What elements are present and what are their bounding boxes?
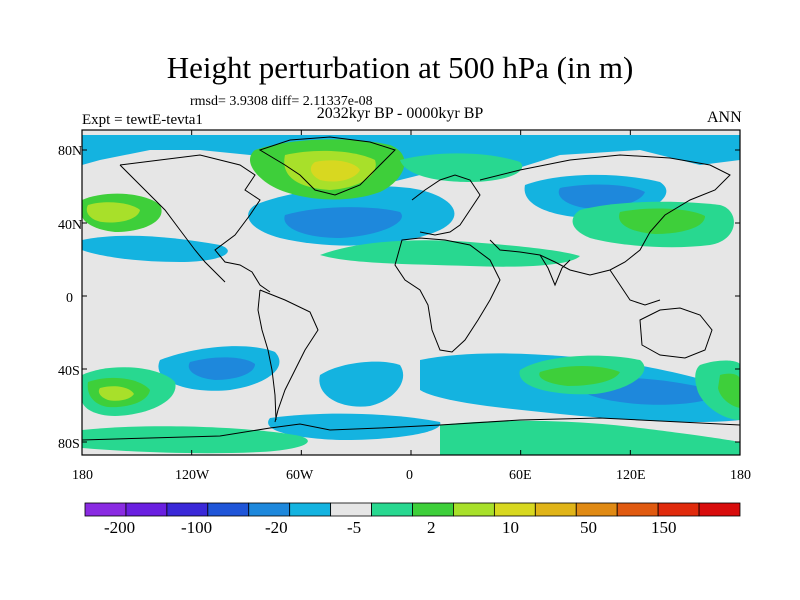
lon-label-180e: 180: [730, 468, 751, 483]
colorbar-label-m5: -5: [347, 518, 361, 537]
neg-region-south-pacific-core: [188, 357, 255, 380]
pos-region-antarctic-band: [82, 426, 308, 454]
coast-south-america: [259, 289, 319, 423]
colorbar-swatch: [371, 502, 413, 517]
colorbar-label-m200: -200: [104, 518, 135, 537]
lat-label-80s: 80S: [58, 437, 80, 452]
colorbar-swatch: [125, 502, 168, 517]
pos-region-northpac-west-core: [86, 202, 140, 223]
coast-india: [539, 254, 571, 287]
colorbar-swatch: [453, 502, 495, 517]
lon-label-120e: 120E: [616, 468, 646, 483]
experiment-text: Expt = tewtE-tevta1: [82, 112, 203, 128]
coast-africa: [394, 237, 501, 353]
coast-antarctica: [82, 417, 740, 441]
stats-text: rmsd= 3.9308 diff= 2.11337e-08: [190, 94, 373, 109]
coast-australia: [639, 307, 713, 359]
pos-region-south-east-pacific-core: [718, 373, 740, 408]
pos-region-greenland-core: [310, 160, 360, 182]
colorbar-swatch: [248, 502, 291, 517]
neg-region-siberia-core: [558, 184, 645, 209]
pos-region-tropics-mid: [320, 240, 580, 267]
coastlines: [82, 136, 740, 441]
lon-label-0: 0: [406, 468, 413, 483]
lat-label-40n: 40N: [58, 218, 82, 233]
lon-label-60e: 60E: [509, 468, 532, 483]
lon-label-60w: 60W: [286, 468, 314, 483]
colorbar-swatch: [207, 502, 250, 517]
coast-asia: [479, 154, 731, 276]
figure-title: Height perturbation at 500 hPa (in m): [166, 50, 634, 85]
colorbar-label-10: 10: [502, 518, 519, 537]
colorbar-swatch: [289, 502, 332, 517]
coast-south-america-west: [257, 289, 277, 421]
colorbar-swatch: [534, 502, 577, 517]
coast-europe: [411, 174, 481, 236]
colorbar-label-2: 2: [427, 518, 436, 537]
lon-label-120w: 120W: [175, 468, 210, 483]
colorbar-label-150: 150: [651, 518, 677, 537]
lon-label-180w: 180: [72, 468, 93, 483]
colorbar-swatch: [412, 502, 454, 517]
pos-region-europe: [400, 153, 523, 182]
season-text: ANN: [707, 109, 742, 126]
lat-label-40s: 40S: [58, 364, 80, 379]
pos-region-south-pacific-west-peak: [98, 386, 134, 401]
period-text: 2032kyr BP - 0000kyr BP: [316, 105, 484, 122]
colorbar-label-50: 50: [580, 518, 597, 537]
colorbar: [84, 502, 741, 517]
colorbar-label-m100: -100: [181, 518, 212, 537]
coast-southeast-asia: [609, 269, 661, 306]
colorbar-swatch: [575, 502, 618, 517]
neg-region-antarctic-east: [268, 413, 441, 440]
coast-north-america-west: [119, 164, 226, 283]
colorbar-swatch: [330, 502, 372, 517]
coast-greenland: [258, 136, 396, 196]
axis-ticks: [81, 130, 741, 455]
colorbar-swatch: [616, 502, 659, 517]
coast-north-america: [119, 154, 271, 293]
neg-region-south-atlantic: [319, 361, 404, 407]
pos-region-asia-east-core: [619, 208, 705, 234]
lat-label-80n: 80N: [58, 144, 82, 159]
lat-label-0: 0: [66, 291, 73, 306]
colorbar-swatch: [698, 502, 741, 517]
contour-field: [82, 135, 740, 455]
colorbar-swatch: [166, 502, 209, 517]
colorbar-swatch: [84, 502, 127, 517]
colorbar-label-m20: -20: [265, 518, 288, 537]
pos-region-antarctic-east: [440, 420, 740, 455]
neg-region-atlantic-core: [284, 207, 402, 238]
neg-region-northpacific: [82, 235, 228, 262]
pos-region-south-indian-core: [539, 366, 620, 386]
colorbar-swatch: [657, 502, 700, 517]
colorbar-swatch: [493, 502, 536, 517]
